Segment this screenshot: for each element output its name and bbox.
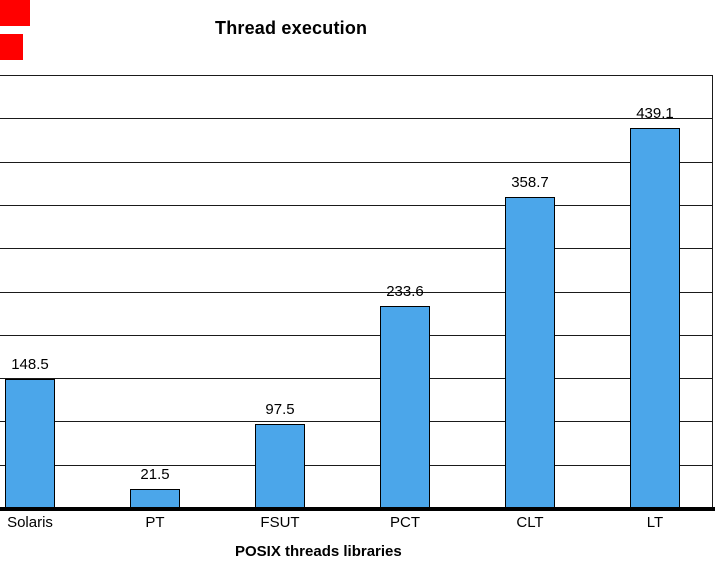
gridline [0,291,713,293]
gridline [0,421,713,423]
gridline [0,118,713,120]
x-tick-label: LT [646,514,664,531]
bar [505,197,555,508]
x-tick-label: CLT [516,514,544,531]
x-tick-label: PCT [390,514,420,531]
bar [130,489,180,508]
bar [380,306,430,508]
gridline [0,161,713,163]
gridline [0,75,713,76]
red-marker-icon [0,34,23,60]
bar-value-label: 148.5 [11,356,49,373]
chart-title: Thread execution [215,18,368,38]
bar [630,128,680,508]
bar [5,379,55,508]
x-axis-line [0,507,715,511]
bar-value-label: 21.5 [140,466,170,483]
x-axis-title: POSIX threads libraries [235,543,402,560]
x-tick-label: FSUT [260,514,300,531]
bar-value-label: 233.6 [386,283,424,300]
bar-value-label: 358.7 [511,174,549,191]
bar-value-label: 439.1 [636,105,674,122]
red-marker-icon [0,0,30,26]
bar-value-label: 97.5 [265,401,295,418]
gridline [0,204,713,206]
gridline [0,378,713,380]
bar [255,424,305,508]
plot-right-border [712,75,713,508]
gridline [0,334,713,336]
gridline [0,464,713,466]
x-tick-label: Solaris [7,514,53,531]
x-tick-label: PT [145,514,165,531]
gridline [0,248,713,250]
